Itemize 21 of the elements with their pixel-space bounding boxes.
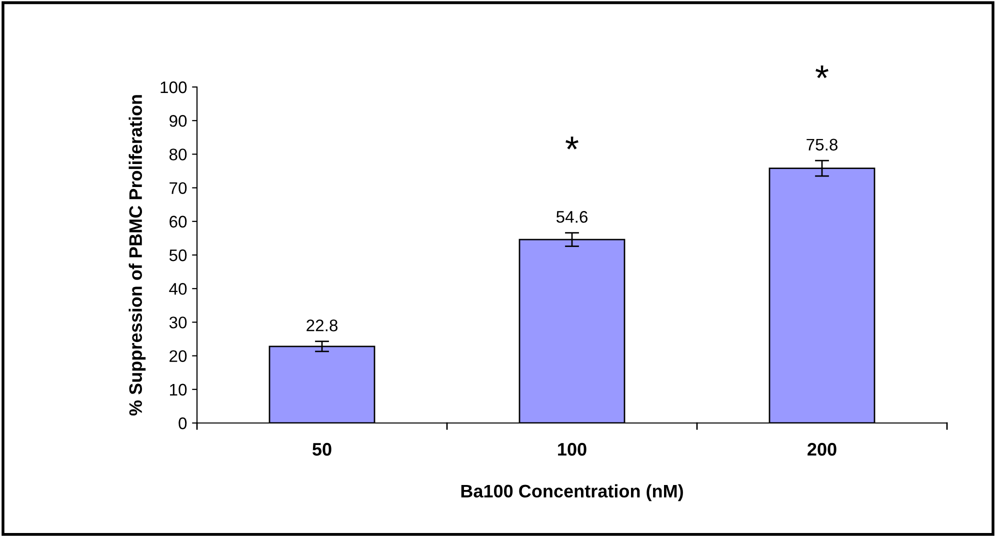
data-label: 54.6 xyxy=(556,211,588,223)
y-tick-label: 50 xyxy=(169,249,187,262)
y-tick-label: 60 xyxy=(170,216,187,228)
data-label: 22.8 xyxy=(306,320,338,332)
y-tick-label: 80 xyxy=(169,148,187,160)
y-tick-label: 30 xyxy=(169,316,187,328)
y-tick-label: 70 xyxy=(170,182,187,194)
y-tick-label: 100 xyxy=(160,81,187,94)
y-tick-label: 10 xyxy=(170,384,187,396)
y-tick-label: 40 xyxy=(169,283,187,295)
y-tick-label: 0 xyxy=(178,417,187,430)
x-tick-label: 200 xyxy=(808,442,836,456)
x-tick-label: 100 xyxy=(558,442,586,456)
annotation: * xyxy=(566,136,578,150)
data-label: 75.8 xyxy=(806,138,838,151)
x-axis-title: Ba100 Concentration (nM) xyxy=(461,484,683,502)
x-tick-label: 50 xyxy=(312,442,332,456)
text: * xyxy=(816,65,828,78)
y-tick-label: 90 xyxy=(170,115,187,127)
y-tick-label: 20 xyxy=(170,350,187,362)
y-axis-title: % Suppression of PBMC Proliferation xyxy=(128,95,146,416)
